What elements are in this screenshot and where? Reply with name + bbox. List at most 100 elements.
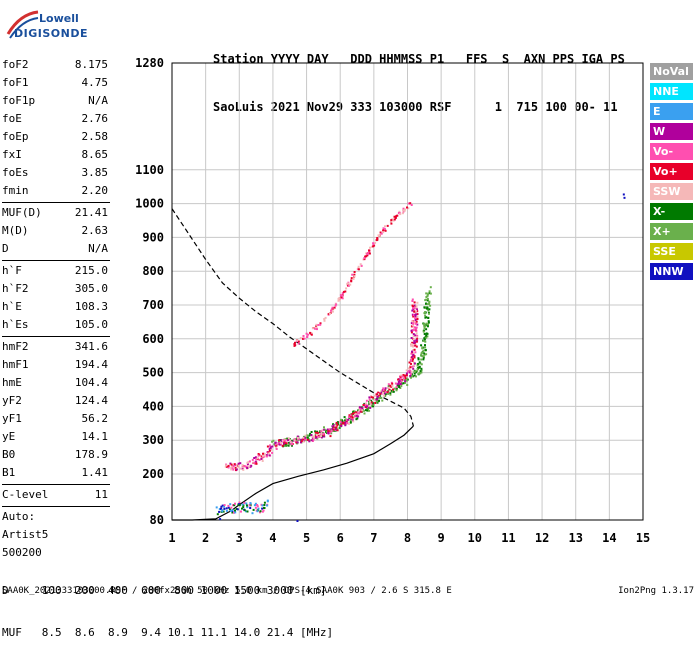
o-trace-point (355, 413, 358, 416)
x-trace-point (291, 444, 293, 447)
param-value: 105.0 (74, 318, 108, 331)
x-trace-point (399, 387, 402, 389)
x-trace-point (395, 387, 398, 390)
x-tick-label: 10 (468, 531, 482, 545)
o-trace-point (275, 448, 278, 450)
e-trace-point (263, 504, 266, 506)
o-trace-point (267, 451, 270, 454)
params-separator (2, 336, 110, 337)
o-trace-point (402, 374, 405, 376)
o-trace-point (380, 389, 383, 392)
e-trace-point (242, 506, 245, 509)
o-trace-point (349, 414, 352, 417)
o-trace-point (280, 439, 283, 441)
o-trace-point (369, 406, 372, 409)
x-trace-point (427, 309, 430, 312)
oblique-trace-point (380, 232, 383, 235)
y-tick-label: 80 (150, 513, 164, 527)
o-trace-point (336, 429, 339, 432)
o-trace-point (399, 381, 402, 384)
o-trace-point (346, 418, 348, 421)
legend-item-xplus: X+ (650, 223, 693, 240)
x-trace-point (418, 361, 421, 364)
x-trace-point (372, 398, 375, 400)
param-label: fmin (2, 184, 29, 197)
o-trace-point (261, 454, 264, 457)
params-note: Artist5 (2, 528, 49, 541)
o-trace-point (340, 425, 343, 427)
x-trace-point (429, 292, 432, 295)
logo-swoosh-icon (6, 10, 39, 39)
params-note: Auto: (2, 510, 36, 523)
x-trace-point (420, 344, 423, 347)
o-trace-point (412, 335, 415, 338)
o-trace-point (229, 462, 232, 465)
o-trace-point (332, 428, 335, 431)
e-trace-point (222, 510, 225, 513)
oblique-trace-point (402, 212, 404, 215)
o-trace-point (253, 461, 256, 464)
o-trace-point (378, 393, 380, 396)
e-trace-point (230, 506, 233, 509)
o-trace-point (404, 374, 407, 377)
x-trace-point (425, 332, 428, 335)
o-trace-point (268, 454, 271, 457)
o-trace-point (328, 428, 331, 431)
o-trace-point (285, 442, 288, 445)
x-trace-point (425, 292, 428, 295)
o-trace-point (327, 432, 330, 435)
o-trace-point (280, 443, 282, 446)
o-trace-point (373, 398, 376, 401)
o-trace-point (249, 464, 252, 467)
y-tick-label: 800 (142, 264, 164, 278)
o-trace-point (361, 407, 364, 410)
o-trace-point (330, 430, 333, 433)
o-trace-point (370, 401, 373, 404)
o-trace-point (239, 462, 242, 465)
oblique-trace-point (363, 257, 366, 260)
x-trace-point (295, 438, 298, 441)
e-trace-point (220, 505, 223, 508)
o-trace-point (412, 367, 415, 370)
o-trace-point (404, 377, 407, 380)
param-label: C-level (2, 488, 49, 501)
param-value: 8.175 (74, 58, 108, 71)
oblique-trace-point (389, 220, 392, 223)
e-trace-point (259, 510, 262, 513)
x-trace-point (423, 306, 426, 309)
x-trace-point (367, 406, 370, 409)
params-separator (2, 202, 110, 203)
o-trace-point (316, 431, 319, 434)
o-trace-point (355, 411, 358, 414)
o-trace-point (413, 339, 416, 342)
o-trace-point (245, 465, 248, 468)
oblique-trace-point (369, 246, 371, 249)
oblique-trace-point (393, 215, 396, 218)
o-trace-point (246, 463, 249, 466)
e-trace-point (235, 508, 238, 510)
o-trace-point (263, 455, 266, 458)
oblique-trace-point (392, 219, 395, 222)
o-trace-point (414, 315, 417, 318)
e-trace-point (254, 502, 257, 505)
o-trace-point (274, 441, 277, 444)
oblique-trace-point (315, 326, 318, 329)
oblique-trace-point (342, 292, 345, 295)
x-trace-point (425, 322, 428, 325)
y-tick-label: 300 (142, 433, 164, 447)
o-trace-point (410, 362, 412, 365)
x-trace-point (406, 378, 409, 381)
o-trace-point (243, 465, 246, 468)
param-value: 1.41 (81, 466, 109, 479)
o-trace-point (388, 390, 391, 393)
o-trace-point (398, 379, 401, 382)
oblique-trace-point (353, 273, 356, 276)
e-trace-point (225, 509, 228, 512)
oblique-trace-point (296, 339, 299, 342)
o-trace-point (321, 429, 324, 432)
param-row: hmE 104.4 (2, 374, 110, 392)
e-trace-point (245, 510, 247, 513)
e-trace-point (251, 512, 254, 515)
o-trace-point (382, 394, 385, 397)
o-trace-point (374, 402, 377, 404)
